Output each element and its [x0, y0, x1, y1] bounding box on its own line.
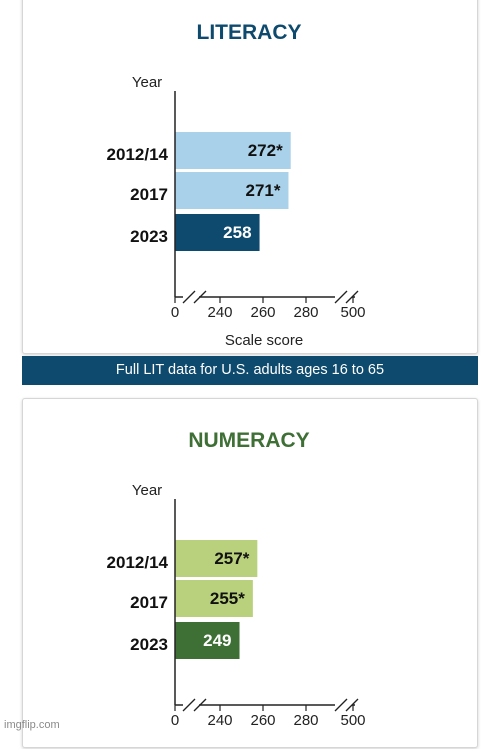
bar-value-label: 271* [245, 181, 280, 200]
axis-break-mark [193, 290, 207, 304]
axis-break-mark [345, 698, 359, 712]
x-tick-label: 280 [293, 712, 318, 729]
x-tick-label: 280 [293, 304, 318, 321]
literacy-chart-title: LITERACY [197, 21, 302, 44]
x-tick-label: 500 [340, 712, 365, 729]
x-tick-label: 500 [340, 304, 365, 321]
x-axis-label: Scale score [225, 332, 303, 349]
numeracy-chart: NUMERACY Year 257* 2012/14 255* 2017 249 2023 0 2… [107, 429, 366, 729]
bar-2017 [175, 172, 289, 209]
imgflip-watermark: imgflip.com [4, 719, 60, 731]
axis-break-mark [193, 698, 207, 712]
category-label: 2012/14 [107, 553, 169, 572]
bar-value-label: 257* [214, 549, 249, 568]
bar-2012-14 [175, 132, 291, 169]
bar-value-label: 272* [248, 141, 283, 160]
bar-value-label: 258 [223, 223, 251, 242]
x-tick-label: 260 [250, 304, 275, 321]
axis-break-mark [334, 698, 348, 712]
bar-2012-14 [175, 540, 258, 577]
category-label: 2023 [130, 635, 168, 654]
bar-value-label: 249 [203, 631, 231, 650]
axis-break-mark [334, 290, 348, 304]
category-label: 2012/14 [107, 145, 169, 164]
literacy-chart: LITERACY Year 272* 2012/14 271* 2017 258 2023 0 2… [107, 21, 366, 349]
x-tick-label: 0 [171, 712, 179, 729]
x-tick-label: 240 [207, 304, 232, 321]
full-lit-data-banner[interactable]: Full LIT data for U.S. adults ages 16 to… [22, 356, 478, 385]
literacy-panel: LITERACY Year 272* 2012/14 271* 2017 258 2023 0 2… [22, 0, 478, 354]
y-axis-label: Year [132, 482, 162, 499]
x-tick-label: 0 [171, 304, 179, 321]
x-tick-label: 240 [207, 712, 232, 729]
axis-break-mark [345, 290, 359, 304]
numeracy-panel: NUMERACY Year 257* 2012/14 255* 2017 249 2023 0 2… [22, 398, 478, 748]
numeracy-chart-title: NUMERACY [188, 429, 309, 452]
category-label: 2017 [130, 593, 168, 612]
x-tick-label: 260 [250, 712, 275, 729]
category-label: 2023 [130, 227, 168, 246]
axis-break-mark [182, 290, 196, 304]
axis-break-mark [182, 698, 196, 712]
category-label: 2017 [130, 185, 168, 204]
bar-2023 [175, 214, 260, 251]
bar-2023 [175, 622, 240, 659]
bar-value-label: 255* [210, 589, 245, 608]
y-axis-label: Year [132, 74, 162, 91]
bar-2017 [175, 580, 253, 617]
